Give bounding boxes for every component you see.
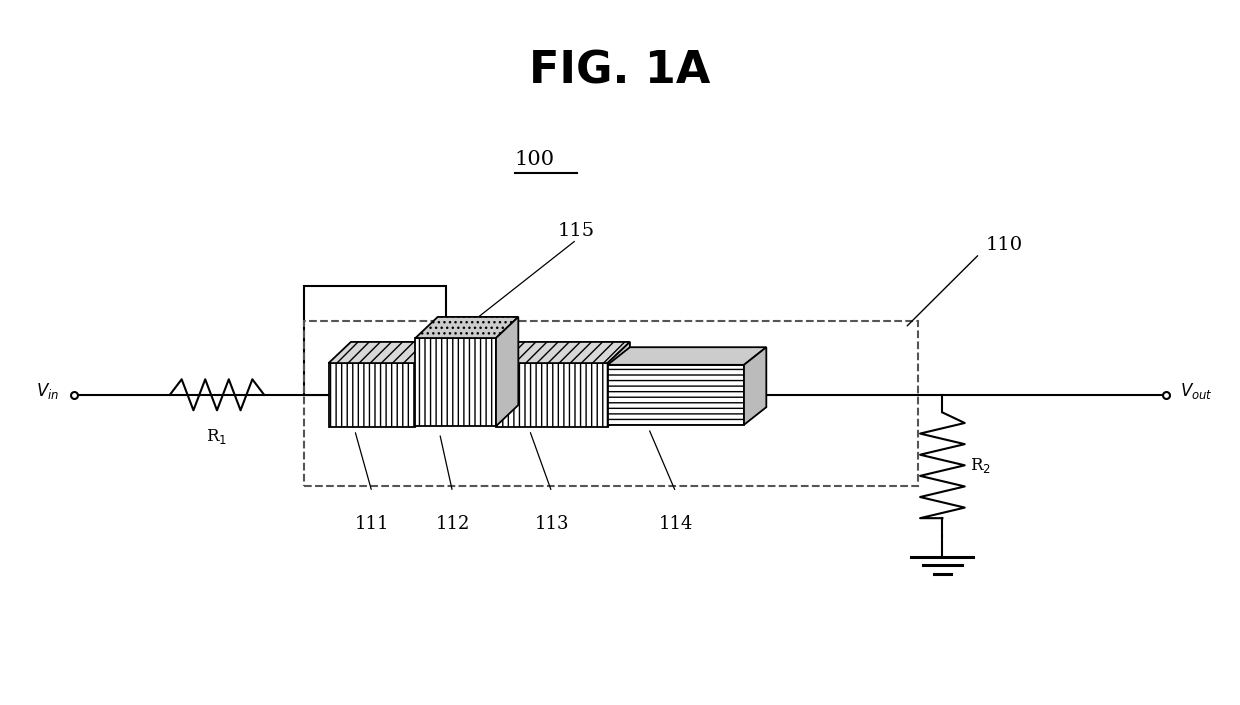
Text: $\mathit{V}_{in}$: $\mathit{V}_{in}$	[36, 381, 60, 401]
Polygon shape	[744, 348, 766, 424]
Bar	[304, 321, 918, 486]
Bar	[304, 286, 446, 395]
Polygon shape	[329, 363, 415, 427]
Polygon shape	[496, 363, 608, 427]
Polygon shape	[415, 338, 496, 426]
Text: FIG. 1A: FIG. 1A	[529, 49, 711, 92]
Text: 111: 111	[355, 515, 389, 533]
Polygon shape	[496, 342, 630, 363]
Text: 110: 110	[986, 236, 1023, 255]
Polygon shape	[608, 365, 744, 424]
Text: 115: 115	[558, 222, 595, 240]
Polygon shape	[608, 348, 766, 365]
Text: $\mathit{V}_{out}$: $\mathit{V}_{out}$	[1180, 381, 1213, 401]
Text: R$_1$: R$_1$	[207, 427, 227, 446]
Polygon shape	[415, 317, 518, 338]
Text: 112: 112	[435, 515, 470, 533]
Polygon shape	[608, 342, 630, 427]
Text: 114: 114	[658, 515, 693, 533]
Polygon shape	[415, 342, 438, 427]
Text: 113: 113	[534, 515, 569, 533]
Text: 100: 100	[515, 150, 554, 169]
Polygon shape	[329, 342, 438, 363]
Polygon shape	[496, 317, 518, 426]
Text: R$_2$: R$_2$	[970, 456, 991, 474]
